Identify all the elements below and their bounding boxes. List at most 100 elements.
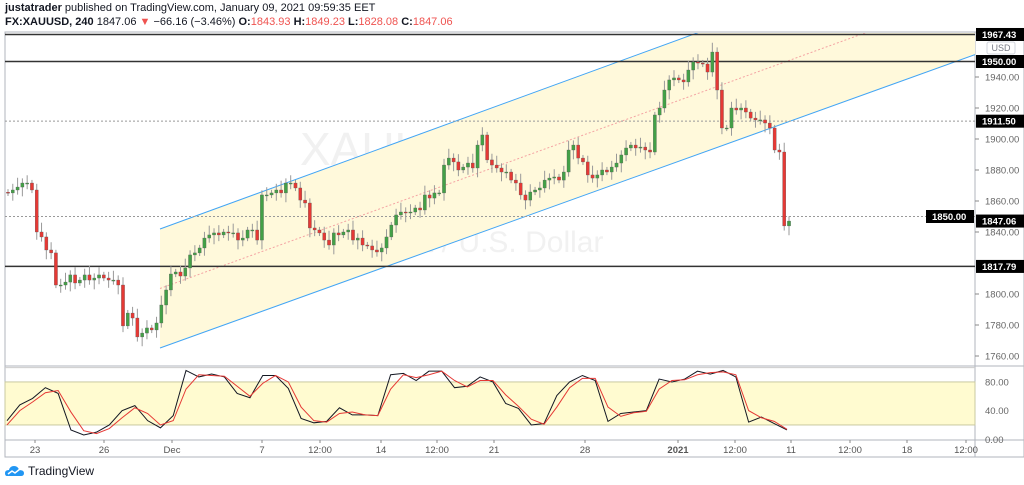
symbol-legend: FX:XAUUSD, 240 1847.06 ▼ −66.16 (−3.46%)… (5, 16, 453, 28)
candle-body (542, 179, 547, 189)
candle-body (303, 199, 307, 204)
candle-body (624, 147, 628, 156)
candle-body (346, 229, 350, 233)
candle-body (724, 127, 729, 130)
candle-body (686, 69, 691, 83)
candle-body (763, 119, 767, 124)
price-axis[interactable]: 1940.00 1920.00 1900.00 1880.00 1860.00 1840.… (926, 27, 1024, 446)
candle-body (787, 220, 791, 227)
candle-body (782, 151, 786, 227)
high-label: H: (293, 16, 306, 28)
candle-body (121, 284, 125, 327)
candle-body (149, 327, 154, 331)
time-tick-label: 14 (376, 445, 387, 456)
chart-frame (4, 31, 1024, 458)
time-tick-label: 18 (902, 445, 913, 456)
candle-body (471, 162, 475, 169)
price-tick-label: 1860.00 (985, 197, 1019, 208)
candle-body (494, 164, 499, 169)
candle-series (6, 42, 791, 347)
time-tick-label: 12:00 (308, 445, 332, 456)
candle-body (154, 322, 159, 331)
candle-body (250, 229, 255, 232)
channel-median-line (159, 33, 867, 289)
candle-body (629, 144, 633, 149)
price-badge-label: 1967.43 (982, 30, 1016, 41)
candle-body (20, 182, 25, 188)
candle-body (34, 189, 39, 233)
candle-body (590, 174, 595, 179)
candle-body (236, 232, 240, 241)
candle-body (312, 227, 317, 231)
candle-body (432, 192, 437, 199)
candle-body (595, 174, 600, 179)
stoch-tick-label: 0.00 (985, 435, 1004, 446)
candle-body (169, 273, 173, 291)
time-tick-label: 21 (489, 445, 500, 456)
time-axis[interactable]: 23 26 Dec 7 12:00 14 12:00 21 28 2021 12:00 11 12:00… (30, 440, 978, 456)
candle-body (667, 79, 671, 91)
parallel-channel[interactable] (159, 0, 975, 349)
open-value: 1843.93 (250, 16, 291, 28)
candle-body (269, 192, 274, 196)
tradingview-logo[interactable]: TradingView (5, 464, 94, 478)
candle-body (207, 234, 211, 239)
candle-body (715, 51, 719, 91)
candle-body (614, 162, 619, 168)
down-arrow-icon: ▼ (139, 16, 151, 28)
candle-body (408, 211, 413, 214)
candle-body (92, 277, 96, 281)
candle-body (677, 77, 681, 81)
candle-body (399, 211, 403, 216)
candle-body (705, 63, 710, 73)
candle-body (39, 231, 44, 238)
candle-body (231, 232, 235, 235)
candle-body (600, 169, 604, 176)
candle-body (552, 176, 556, 179)
candle-body (106, 277, 111, 281)
candle-body (379, 247, 384, 253)
candle-body (523, 194, 528, 201)
price-badge-label: 1911.50 (982, 117, 1016, 128)
candle-body (586, 161, 590, 176)
candle-body (82, 274, 87, 281)
candle-body (566, 149, 571, 173)
price-badge-label: 1847.06 (982, 217, 1016, 228)
candle-body (729, 107, 734, 129)
horizontal-levels[interactable] (5, 33, 975, 268)
candle-body (518, 182, 523, 196)
price-tick-label: 1940.00 (985, 73, 1019, 84)
candle-body (212, 232, 216, 236)
candle-body (710, 51, 715, 73)
candle-body (360, 237, 365, 246)
candle-body (260, 194, 264, 241)
time-tick-label: 23 (30, 445, 41, 456)
stoch-tick-label: 80.00 (985, 377, 1009, 388)
price-badge-label: 1817.79 (982, 262, 1016, 273)
candle-body (11, 189, 15, 194)
candle-body (145, 327, 149, 334)
candle-body (753, 117, 758, 121)
candle-body (413, 207, 418, 213)
time-tick-label: 26 (99, 445, 110, 456)
stochastic-band (4, 381, 976, 426)
price-badge (926, 210, 974, 223)
low-label: L: (348, 16, 359, 28)
candle-body (173, 271, 178, 275)
currency-label: USD (986, 41, 1016, 55)
candle-body (653, 114, 657, 153)
candle-body (638, 146, 643, 149)
candle-body (456, 161, 461, 171)
candle-body (672, 77, 676, 81)
candle-body (164, 289, 168, 306)
time-tick-label: 12:00 (425, 445, 449, 456)
candle-body (279, 189, 283, 194)
publish-text: published on TradingView.com, January 09… (64, 2, 376, 14)
stochastic-d-line (6, 370, 788, 435)
low-value: 1828.08 (358, 16, 399, 28)
candle-body (63, 281, 68, 286)
candle-body (288, 182, 293, 185)
author-name[interactable]: justatrader (5, 2, 62, 14)
price-tick-label: 1920.00 (985, 104, 1019, 115)
